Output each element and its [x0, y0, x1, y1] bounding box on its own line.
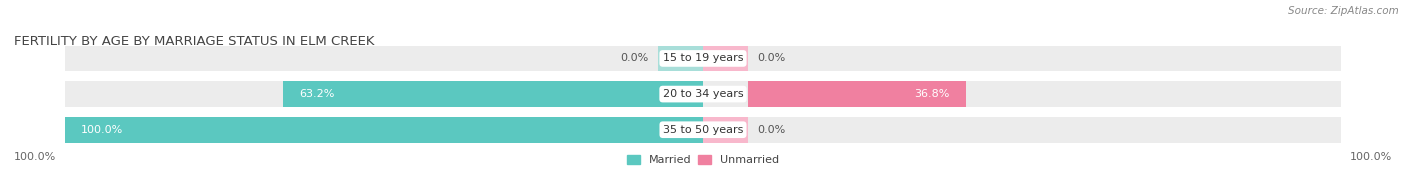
Bar — [65, 117, 703, 142]
Text: Source: ZipAtlas.com: Source: ZipAtlas.com — [1288, 6, 1399, 16]
Bar — [703, 46, 748, 71]
Text: 0.0%: 0.0% — [620, 54, 648, 64]
Legend: Married, Unmarried: Married, Unmarried — [627, 154, 779, 165]
Text: 35 to 50 years: 35 to 50 years — [662, 125, 744, 135]
Text: 36.8%: 36.8% — [915, 89, 950, 99]
Text: 63.2%: 63.2% — [299, 89, 335, 99]
Bar — [658, 46, 703, 71]
Bar — [703, 117, 748, 142]
Text: 0.0%: 0.0% — [758, 54, 786, 64]
Text: 0.0%: 0.0% — [758, 125, 786, 135]
Text: FERTILITY BY AGE BY MARRIAGE STATUS IN ELM CREEK: FERTILITY BY AGE BY MARRIAGE STATUS IN E… — [14, 35, 374, 48]
Text: 100.0%: 100.0% — [1350, 152, 1392, 162]
Text: 100.0%: 100.0% — [82, 125, 124, 135]
Bar — [65, 46, 1341, 71]
Text: 20 to 34 years: 20 to 34 years — [662, 89, 744, 99]
Text: 100.0%: 100.0% — [14, 152, 56, 162]
Bar — [65, 81, 1341, 107]
Bar — [65, 117, 1341, 142]
Bar — [748, 81, 966, 107]
Bar — [284, 81, 703, 107]
Text: 15 to 19 years: 15 to 19 years — [662, 54, 744, 64]
